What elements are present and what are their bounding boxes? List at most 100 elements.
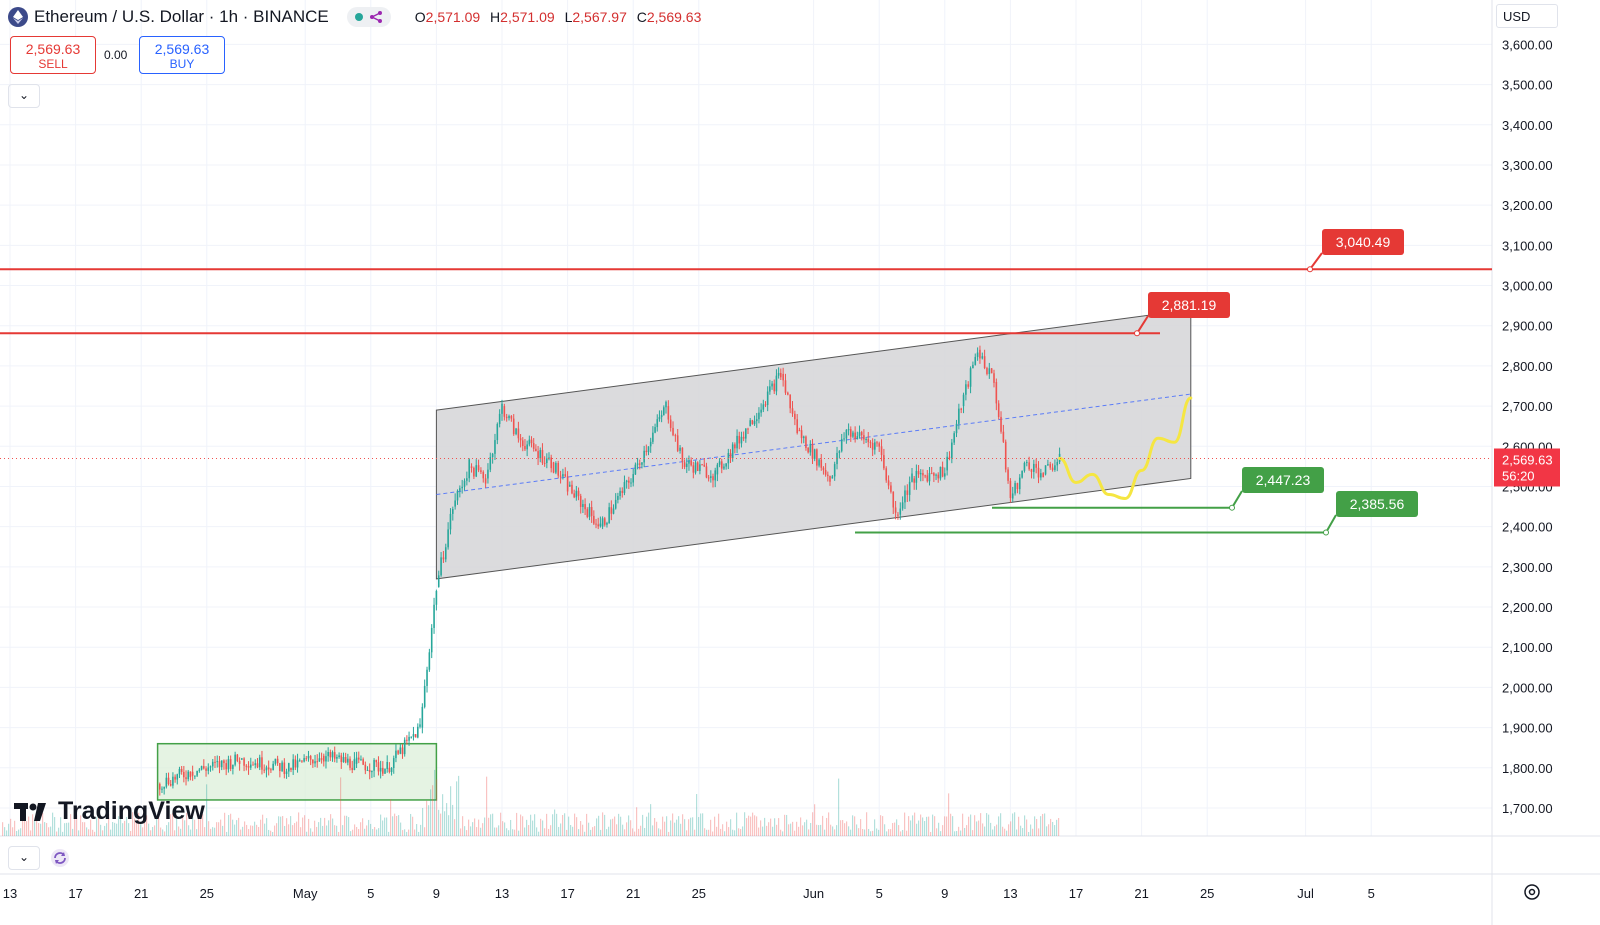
candle-body xyxy=(1028,462,1030,470)
candle-body xyxy=(322,755,325,762)
candle-body xyxy=(214,761,216,763)
volume-bar xyxy=(214,827,216,836)
volume-bar xyxy=(834,829,836,836)
candle-body xyxy=(599,523,602,527)
x-tick-label: 21 xyxy=(626,886,640,901)
candle-body xyxy=(466,478,468,481)
refresh-icon[interactable] xyxy=(50,848,70,868)
candle-body xyxy=(364,764,367,771)
volume-bar xyxy=(756,816,758,836)
candle-body xyxy=(990,368,993,374)
buy-button[interactable]: 2,569.63 BUY xyxy=(139,36,225,74)
volume-bar xyxy=(546,813,548,836)
volume-bar xyxy=(508,830,510,836)
candle-body xyxy=(526,444,528,450)
volume-bar xyxy=(36,818,38,836)
candle-body xyxy=(1033,463,1035,472)
candle-body xyxy=(320,758,323,760)
candle-body xyxy=(887,480,890,486)
volume-bar xyxy=(626,822,628,836)
volume-bar xyxy=(768,822,770,836)
volume-bar xyxy=(104,825,106,836)
volume-bar xyxy=(904,812,906,836)
volume-bar xyxy=(882,816,884,836)
volume-bar xyxy=(60,817,62,836)
candle-body xyxy=(747,428,749,430)
candle-body xyxy=(281,762,283,772)
candle-body xyxy=(494,440,496,454)
volume-bar xyxy=(164,831,166,836)
x-tick-label: 5 xyxy=(1368,886,1375,901)
volume-bar xyxy=(390,799,392,836)
volume-bar xyxy=(352,829,354,836)
timeframe-dropdown-button[interactable]: ⌄ xyxy=(8,846,40,870)
currency-selector[interactable]: USD xyxy=(1496,4,1558,28)
volume-bar xyxy=(434,769,436,836)
volume-bar xyxy=(252,825,254,836)
volume-bar xyxy=(798,826,800,836)
volume-bar xyxy=(740,829,742,836)
volume-bar xyxy=(392,816,394,836)
volume-bar xyxy=(380,814,382,836)
volume-bar xyxy=(746,818,748,836)
y-tick-label: 3,400.00 xyxy=(1502,118,1553,133)
candle-body xyxy=(1054,465,1056,470)
volume-bar xyxy=(452,804,454,836)
y-tick-label: 1,900.00 xyxy=(1502,721,1553,736)
volume-bar xyxy=(760,820,762,836)
candle-body xyxy=(475,465,478,477)
candle-body xyxy=(347,758,349,763)
market-status-pill[interactable] xyxy=(346,7,391,27)
candle-body xyxy=(822,467,825,471)
volume-bar xyxy=(742,826,744,836)
volume-bar xyxy=(10,818,12,836)
candle-body xyxy=(672,427,674,436)
volume-bar xyxy=(880,815,882,836)
collapse-legend-button[interactable]: ⌄ xyxy=(8,84,40,108)
candle-body xyxy=(388,767,391,773)
volume-bar xyxy=(202,814,204,836)
volume-bar xyxy=(208,821,210,836)
candle-body xyxy=(174,776,176,780)
candle-body xyxy=(863,435,865,440)
volume-bar xyxy=(692,817,694,836)
volume-bar xyxy=(236,820,238,836)
volume-bar xyxy=(398,815,400,836)
candle-body xyxy=(976,352,979,357)
tag-label: 3,040.49 xyxy=(1336,234,1391,250)
tag-box xyxy=(1322,229,1404,255)
sell-button[interactable]: 2,569.63 SELL xyxy=(10,36,96,74)
candle-body xyxy=(196,770,198,776)
volume-bar xyxy=(932,814,934,836)
candle-body xyxy=(690,460,692,466)
volume-bar xyxy=(930,831,932,836)
candle-body xyxy=(979,349,981,359)
x-tick-label: 25 xyxy=(1200,886,1214,901)
volume-bar xyxy=(114,822,116,836)
candle-body xyxy=(461,486,463,489)
volume-bar xyxy=(838,778,840,836)
candle-body xyxy=(207,767,210,771)
y-tick-label: 3,300.00 xyxy=(1502,158,1553,173)
candle-body xyxy=(468,459,470,479)
volume-bar xyxy=(62,831,64,836)
volume-bar xyxy=(556,813,558,836)
settings-icon[interactable] xyxy=(1522,882,1542,902)
volume-bar xyxy=(272,831,274,836)
tag-anchor xyxy=(1323,529,1329,536)
candle-body xyxy=(524,445,526,450)
symbol-title[interactable]: Ethereum / U.S. Dollar · 1h · BINANCE xyxy=(34,7,329,26)
volume-bar xyxy=(592,827,594,836)
volume-bar xyxy=(370,823,372,836)
volume-bar xyxy=(990,822,992,836)
candle-body xyxy=(373,760,375,771)
volume-bar xyxy=(194,819,196,836)
volume-bar xyxy=(240,829,242,836)
volume-bar xyxy=(532,820,534,836)
candle-body xyxy=(541,449,544,463)
candle-body xyxy=(983,356,986,369)
volume-bar xyxy=(782,831,784,836)
candle-body xyxy=(729,453,732,459)
candle-body xyxy=(410,736,413,738)
